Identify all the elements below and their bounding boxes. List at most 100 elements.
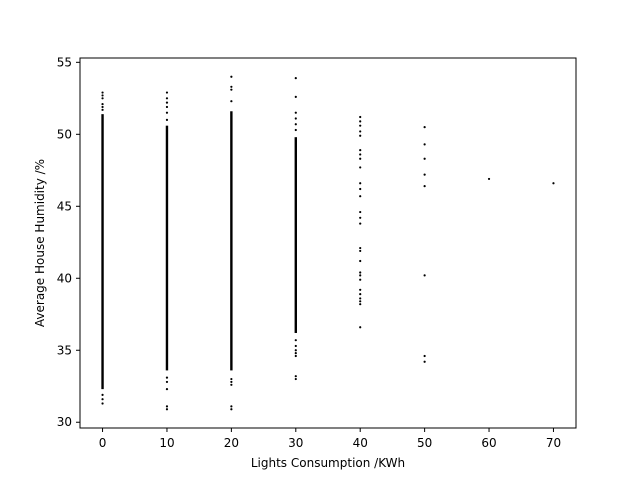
data-point [359,326,362,329]
data-point [294,128,297,132]
data-point [101,402,104,405]
data-points [101,75,555,411]
data-point [294,352,297,355]
data-point [165,91,169,94]
data-point [359,120,362,123]
y-tick-label: 55 [57,55,72,69]
data-point [230,380,233,384]
data-point [359,210,362,214]
data-point [230,405,233,408]
data-point [230,75,233,78]
data-point [101,108,104,111]
x-tick-label: 20 [224,436,239,450]
data-point [101,102,104,106]
data-point [423,274,426,277]
data-point [230,408,233,411]
data-point [101,94,104,97]
data-point [552,182,555,185]
data-point [230,383,233,386]
y-tick-label: 40 [57,271,72,285]
x-tick-label: 70 [546,436,561,450]
data-point [294,123,297,126]
plot-frame [79,57,577,429]
data-point [165,101,169,104]
data-point [359,134,362,137]
data-point [230,377,233,381]
x-tick-label: 50 [417,436,432,450]
data-point [359,187,362,191]
data-point [359,249,362,253]
data-point [359,216,362,219]
data-point [165,388,169,391]
data-point [423,157,426,160]
data-point [294,354,297,358]
data-point [359,222,362,225]
data-point [294,339,297,342]
y-tick-label: 45 [57,199,72,213]
dense-point-cluster [230,111,233,371]
data-point [230,88,233,91]
y-tick-label: 30 [57,415,72,429]
data-point [294,349,297,352]
data-point [359,115,362,119]
data-point [294,375,297,378]
y-axis-label: Average House Humidity /% [33,159,47,327]
data-point [165,118,169,122]
data-point [359,124,362,127]
data-point [359,278,362,281]
data-point [359,157,362,160]
data-point [294,77,297,80]
x-tick-label: 0 [99,436,107,450]
x-axis-label: Lights Consumption /KWh [251,456,405,470]
data-point [294,344,297,348]
data-point [101,393,104,396]
y-tick-label: 50 [57,127,72,141]
x-tick-label: 10 [159,436,174,450]
data-point [165,408,169,411]
data-point [165,105,169,109]
data-point [487,177,491,181]
data-point [359,288,362,291]
data-point [165,376,169,379]
data-point [359,259,362,263]
data-point [359,246,362,250]
data-point [294,117,297,120]
data-point [101,398,104,401]
data-point [423,185,426,188]
data-point [165,111,169,114]
data-point [359,297,362,300]
data-point [423,354,426,358]
dense-point-cluster [101,114,104,390]
data-point [294,111,297,114]
data-point [165,380,169,384]
data-point [101,91,104,94]
x-tick-label: 40 [353,436,368,450]
data-point [101,105,104,109]
data-point [359,182,362,185]
x-tick-label: 60 [481,436,496,450]
data-point [359,149,362,152]
data-point [165,97,169,100]
data-point [359,166,362,169]
data-point [230,85,233,88]
dense-point-cluster [165,125,169,371]
data-point [423,360,426,363]
data-point [359,195,362,198]
data-point [230,100,233,103]
data-point [359,271,362,274]
y-tick-label: 35 [57,343,72,357]
data-point [359,303,362,306]
data-point [423,143,426,146]
data-point [359,293,362,296]
data-point [423,173,426,176]
data-point [423,126,426,129]
data-point [294,95,297,98]
data-point [294,377,297,381]
data-point [359,274,362,277]
data-point [359,130,362,133]
data-point [359,153,362,156]
x-tick-label: 30 [288,436,303,450]
data-point [359,300,362,303]
